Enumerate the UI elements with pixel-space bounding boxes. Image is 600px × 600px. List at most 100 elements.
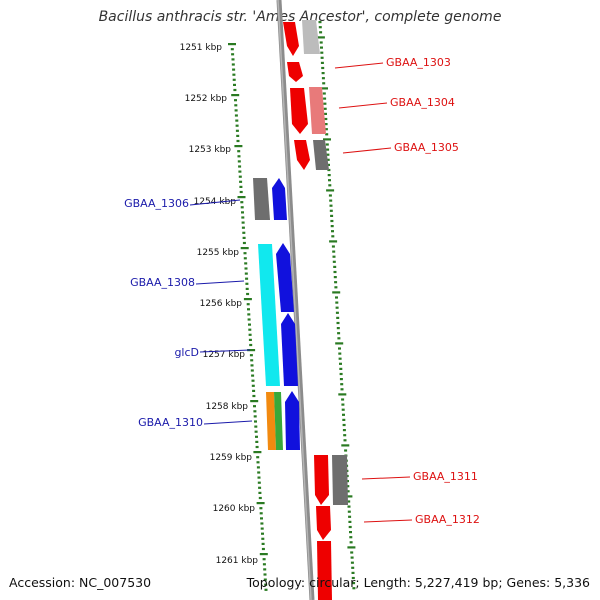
minor-tick [327, 163, 330, 166]
minor-tick [334, 286, 338, 289]
minor-tick [322, 82, 326, 85]
gene-reverse-lightgrey[interactable] [302, 20, 320, 54]
minor-tick [255, 440, 259, 443]
major-tick [316, 36, 325, 39]
minor-tick [350, 551, 354, 554]
gene-forward-blue[interactable] [276, 243, 294, 312]
minor-tick [244, 272, 248, 275]
gene-reverse-red[interactable] [317, 541, 332, 600]
minor-tick [239, 180, 243, 183]
gene-reverse-grey[interactable] [313, 140, 329, 170]
gene-reverse-red[interactable] [287, 62, 303, 82]
gene-label-forward[interactable]: GBAA_1306 [124, 197, 189, 210]
minor-tick [338, 357, 342, 360]
gene-label-forward[interactable]: GBAA_1310 [138, 416, 203, 429]
major-tick [256, 502, 265, 505]
minor-tick [339, 362, 342, 365]
minor-tick [326, 153, 330, 156]
gene-label-reverse[interactable]: GBAA_1312 [415, 513, 480, 526]
minor-tick [256, 456, 260, 459]
gene-label-reverse[interactable]: GBAA_1304 [390, 96, 455, 109]
major-tick [335, 342, 344, 345]
gene-label-reverse[interactable]: GBAA_1305 [394, 141, 459, 154]
minor-tick [352, 587, 356, 590]
minor-tick [349, 536, 353, 539]
minor-tick [232, 73, 236, 76]
minor-tick [241, 211, 244, 214]
genome-title: Bacillus anthracis str. 'Ames Ancestor',… [98, 9, 502, 25]
minor-tick [343, 439, 347, 442]
minor-tick [257, 471, 261, 474]
major-tick [228, 43, 236, 46]
gene-reverse-red[interactable] [283, 22, 299, 56]
minor-tick [251, 384, 255, 387]
gene-forward-grey[interactable] [253, 178, 270, 220]
minor-tick [231, 63, 235, 66]
minor-tick [339, 378, 343, 381]
gene-forward-orange[interactable] [266, 392, 276, 450]
minor-tick [242, 231, 246, 234]
minor-tick [245, 287, 249, 290]
minor-tick [349, 541, 353, 544]
minor-tick [244, 267, 248, 270]
gene-label-forward[interactable]: glcD [174, 346, 199, 359]
scale-label: 1253 kbp [189, 145, 232, 155]
minor-tick [242, 236, 246, 239]
minor-tick [348, 525, 352, 529]
gene-reverse-red[interactable] [314, 455, 329, 505]
minor-tick [338, 347, 341, 350]
minor-tick [245, 277, 249, 280]
gene-reverse-grey[interactable] [332, 455, 348, 505]
gene-label-reverse[interactable]: GBAA_1303 [386, 56, 451, 69]
reverse-gene-labels: GBAA_1303 GBAA_1304 GBAA_1305 GBAA_1311 … [334, 56, 480, 526]
topology-text: Topology: circular; Length: 5,227,419 bp… [246, 575, 590, 590]
gene-forward-blue[interactable] [281, 313, 298, 386]
minor-tick [250, 359, 254, 362]
minor-tick [259, 512, 263, 515]
minor-tick [320, 56, 324, 59]
genome-backbone [276, 0, 315, 600]
gene-forward-cyan[interactable] [258, 244, 280, 386]
minor-tick [234, 114, 238, 117]
minor-tick [339, 372, 343, 376]
minor-tick [324, 112, 327, 115]
minor-tick [238, 165, 242, 168]
minor-tick [261, 532, 264, 535]
minor-tick [237, 155, 241, 158]
minor-tick [339, 367, 343, 370]
tick-guides [228, 21, 356, 591]
minor-tick [335, 311, 339, 314]
minor-tick [261, 547, 265, 551]
minor-tick [351, 576, 355, 580]
minor-tick [327, 174, 331, 177]
major-tick [323, 138, 331, 141]
gene-forward-green[interactable] [274, 392, 283, 450]
minor-tick [249, 343, 253, 347]
minor-tick [263, 568, 267, 571]
gene-reverse-red[interactable] [290, 88, 308, 134]
minor-tick [257, 476, 261, 479]
accession-text: Accession: NC_007530 [9, 575, 152, 590]
minor-tick [232, 68, 236, 71]
minor-tick [258, 496, 262, 500]
minor-tick [237, 160, 241, 163]
minor-tick [333, 265, 337, 268]
minor-tick [347, 500, 351, 503]
gene-reverse-pink[interactable] [309, 87, 326, 134]
minor-tick [322, 92, 326, 95]
minor-tick [235, 119, 239, 122]
minor-tick [342, 423, 346, 427]
gene-forward-blue[interactable] [272, 178, 287, 220]
gene-reverse-red[interactable] [316, 506, 331, 540]
gene-label-forward[interactable]: GBAA_1308 [130, 276, 195, 289]
major-tick [243, 298, 252, 301]
gene-reverse-red[interactable] [294, 140, 310, 170]
minor-tick [241, 216, 245, 219]
gene-forward-blue[interactable] [285, 391, 300, 450]
minor-tick [337, 337, 341, 340]
major-tick [250, 400, 259, 403]
major-tick [344, 495, 353, 498]
gene-label-reverse[interactable]: GBAA_1311 [413, 470, 478, 483]
minor-tick [231, 53, 235, 56]
minor-tick [320, 51, 324, 54]
